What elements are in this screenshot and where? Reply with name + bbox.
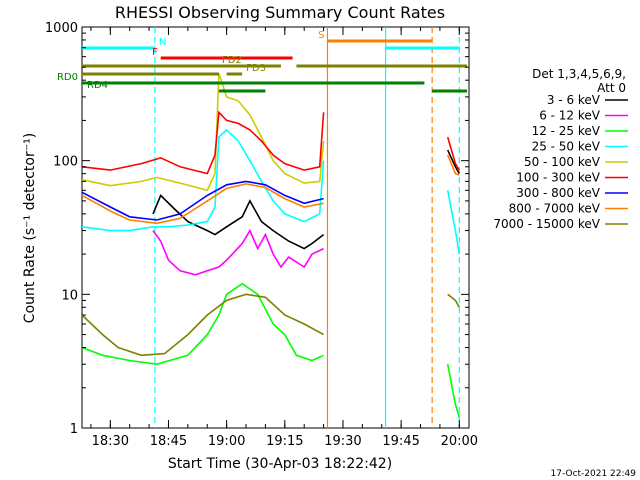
legend-entry-label: 50 - 100 keV (524, 155, 601, 169)
series-line-late (446, 364, 461, 418)
x-tick-label: 19:15 (266, 434, 303, 449)
series-line-late (447, 293, 460, 308)
axes-layer: 18:30 18:45 19:00 19:15 19:30 19:45 20:00 1 10 10… (45, 21, 478, 449)
footer-date: 17-Oct-2021 22:49 (551, 469, 637, 479)
series-line-late (446, 136, 460, 171)
flag-label: RD4 (87, 80, 108, 91)
series-line (152, 228, 324, 276)
series-line (81, 183, 324, 225)
plot-layer: N S F FD2 FD3 RD0 RD4 (57, 27, 468, 428)
series-line (81, 293, 324, 357)
x-tick-label: 20:00 (441, 434, 478, 449)
legend-title: Att 0 (597, 81, 626, 95)
series-line (81, 128, 325, 232)
legend-entry-label: 7000 - 15000 keV (493, 217, 600, 231)
y-tick-label: 100 (53, 155, 78, 170)
legend-entry-label: 6 - 12 keV (539, 109, 601, 123)
series-line (81, 282, 324, 366)
series-line-late (446, 154, 460, 176)
series-line-late (446, 190, 461, 255)
flag-label: N (159, 37, 166, 48)
x-tick-label: 19:45 (382, 434, 419, 449)
x-axis-label: Start Time (30-Apr-03 18:22:42) (168, 456, 392, 472)
legend-entry-label: 800 - 7000 keV (509, 202, 601, 216)
y-tick-label: 1000 (45, 21, 78, 36)
x-tick-label: 19:30 (324, 434, 361, 449)
x-tick-label: 18:45 (150, 434, 187, 449)
y-axis-label: Count Rate (s⁻¹ detector⁻¹) (22, 133, 38, 323)
series-line (81, 180, 324, 221)
flag-label: FD3 (246, 63, 266, 74)
y-tick-label: 10 (61, 288, 78, 303)
flag-label: RD0 (57, 72, 78, 83)
series-line (81, 73, 325, 192)
flag-label: F (152, 47, 158, 58)
plot-frame (81, 26, 470, 429)
legend-entry-label: 3 - 6 keV (547, 93, 601, 107)
legend-entry-label: 300 - 800 keV (516, 186, 600, 200)
series-line (152, 193, 325, 250)
x-tick-label: 18:30 (92, 434, 129, 449)
chart-title: RHESSI Observing Summary Count Rates (115, 3, 445, 22)
y-tick-label: 1 (70, 422, 78, 437)
legend-entry-label: 100 - 300 keV (516, 171, 600, 185)
flag-label: S (318, 30, 324, 41)
flag-label: FD2 (222, 55, 242, 66)
legend: Det 1,3,4,5,6,9,Att 03 - 6 keV 6 - 12 keV… (493, 67, 628, 231)
series-line (81, 110, 325, 175)
legend-entry-label: 25 - 50 keV (532, 140, 601, 154)
legend-entry-label: 12 - 25 keV (532, 124, 601, 138)
x-tick-label: 19:00 (208, 434, 245, 449)
series-line-late (446, 149, 460, 174)
legend-title: Det 1,3,4,5,6,9, (532, 67, 626, 81)
